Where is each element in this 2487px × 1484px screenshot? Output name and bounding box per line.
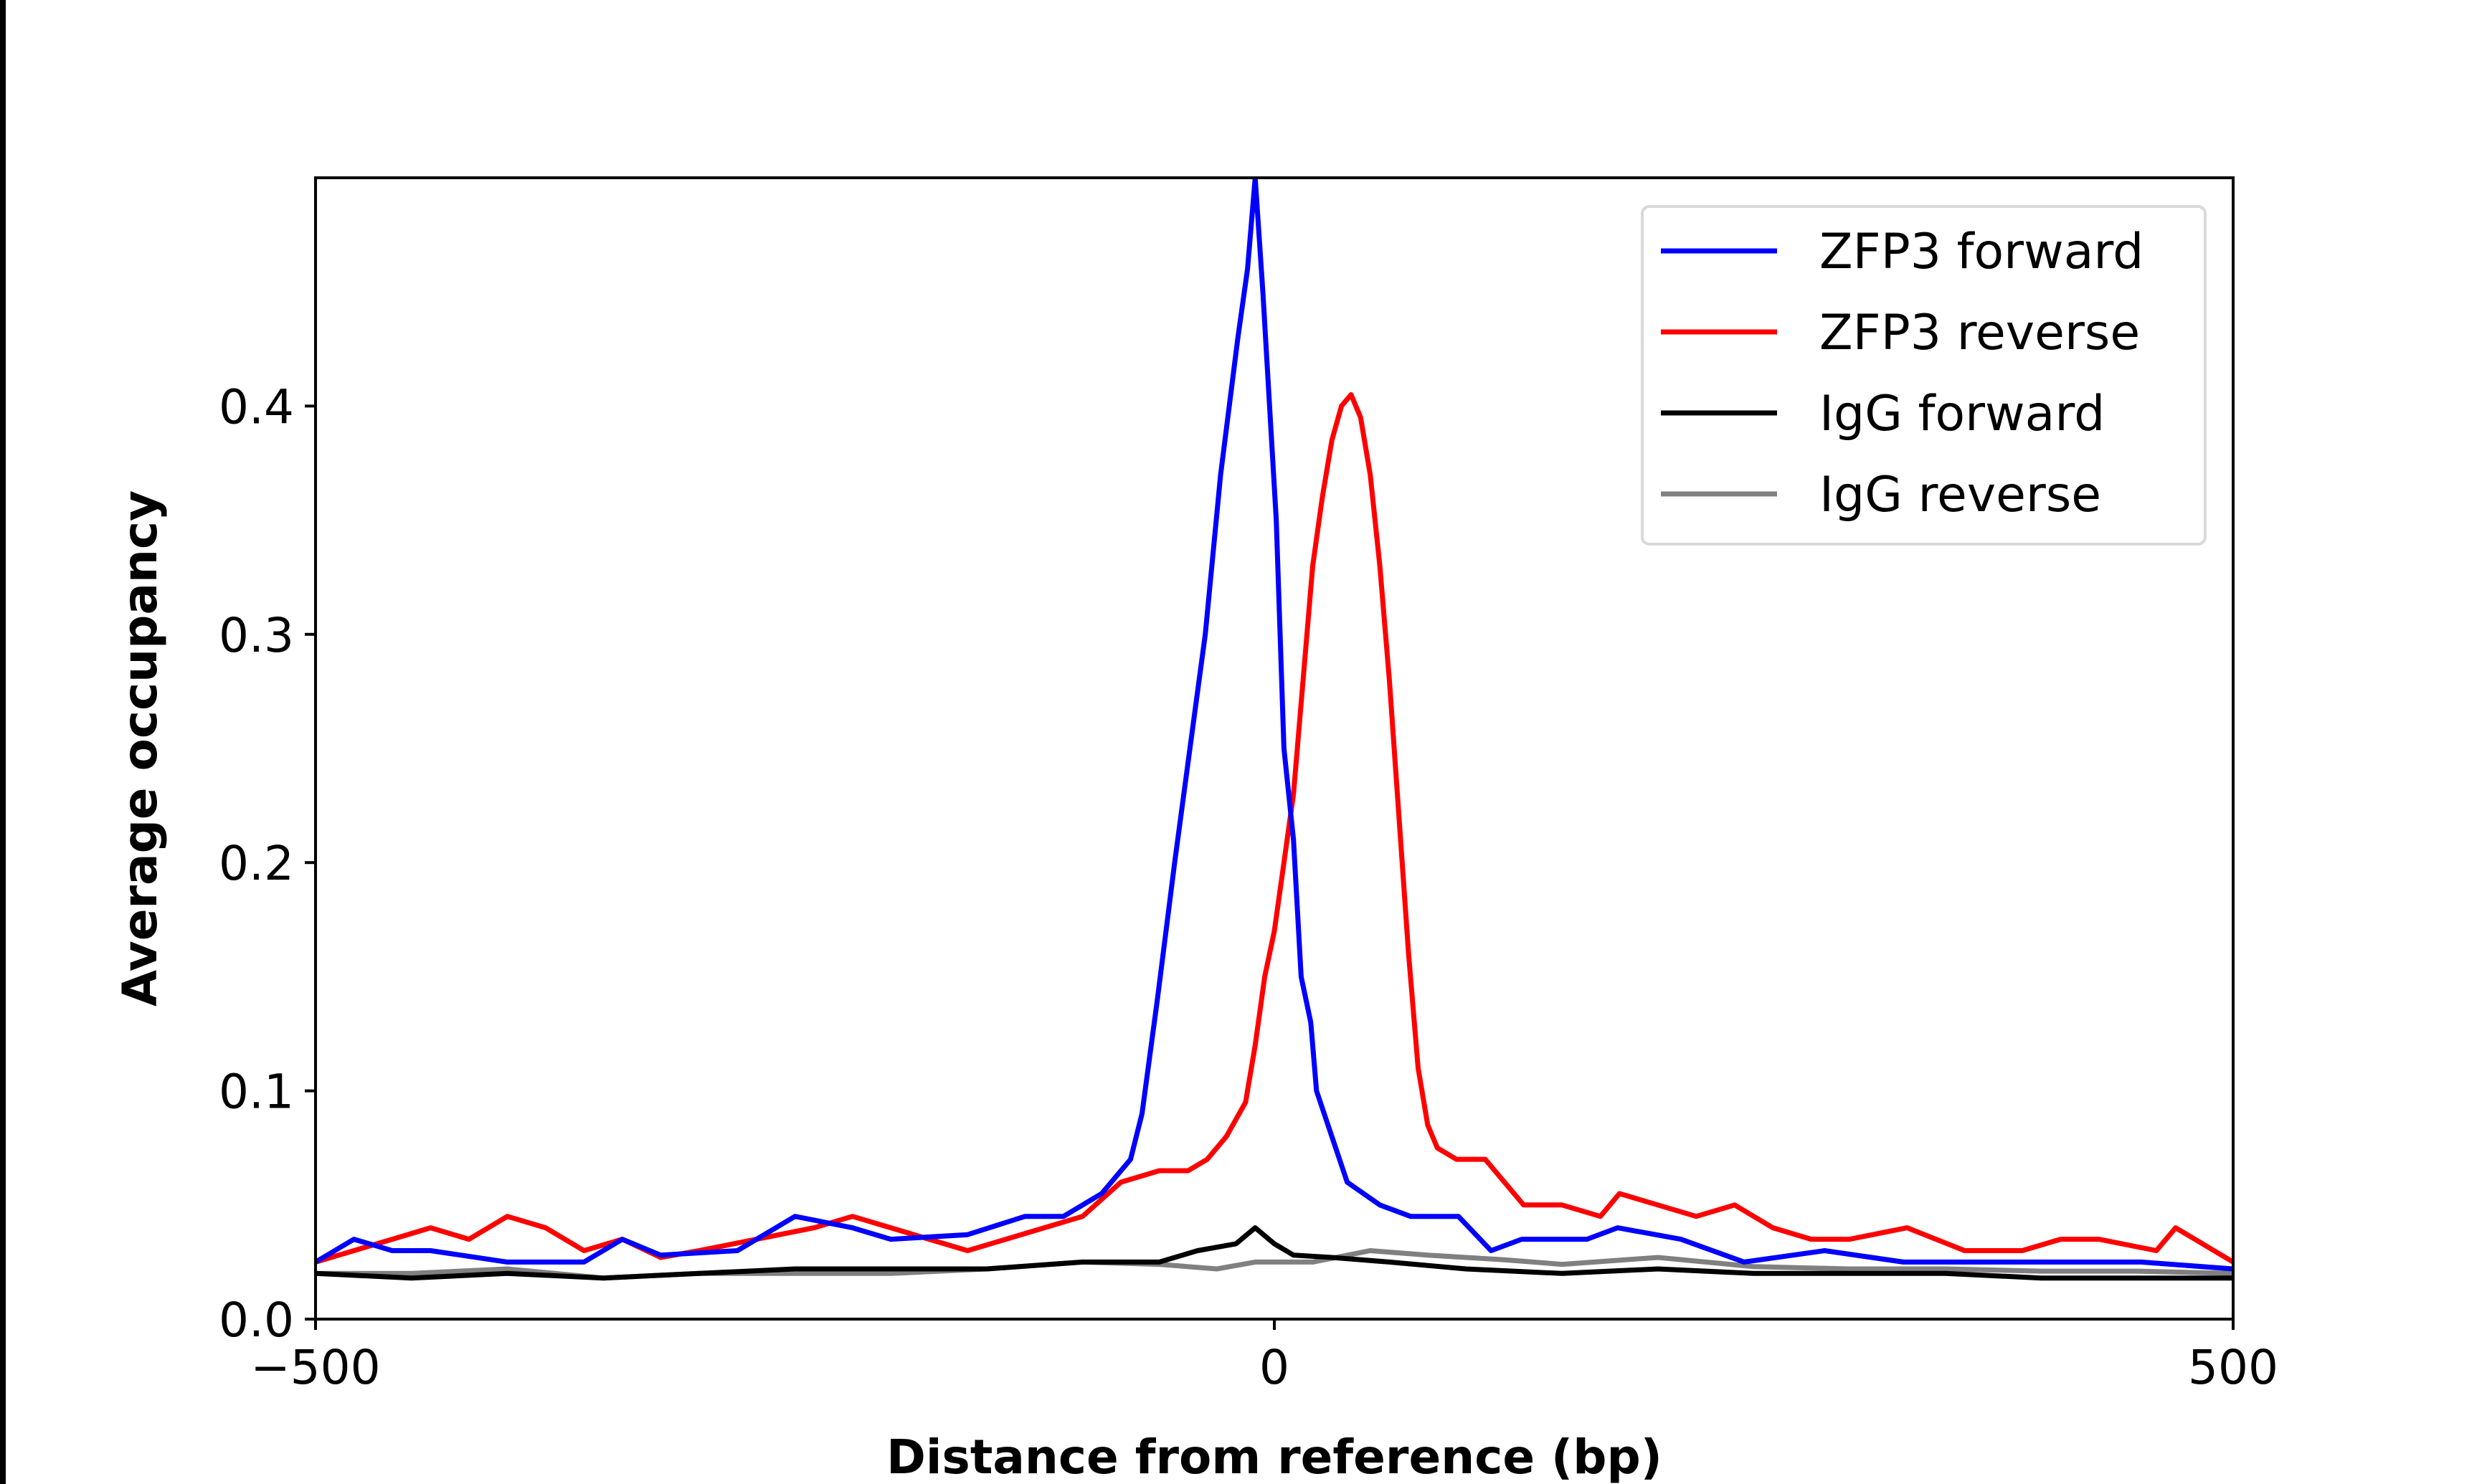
series-lines [316,178,2233,1281]
legend: ZFP3 forward ZFP3 reverse IgG forward IgG r… [1641,205,2207,546]
legend-label: IgG reverse [1819,467,2101,523]
y-tick-label: 0.0 [219,1293,294,1348]
x-tick-label: 0 [1259,1340,1289,1395]
x-axis-label: Distance from reference (bp) [886,1430,1662,1484]
y-tick-label: 0.3 [219,608,294,663]
x-tick-label: −500 [250,1340,380,1395]
series-line-2 [316,1225,2233,1281]
legend-label: ZFP3 forward [1819,224,2143,280]
y-axis-label: Average occupancy [113,490,168,1007]
legend-box [1641,205,2207,546]
ticks: −500 0 500 0.0 0.1 0.2 0.3 0.4 [219,379,2278,1395]
legend-label: ZFP3 reverse [1819,305,2140,361]
y-tick-label: 0.4 [219,379,294,434]
x-tick-label: 500 [2188,1340,2278,1395]
series-line-1 [316,392,2233,1265]
y-tick-label: 0.2 [219,836,294,891]
left-border [0,0,6,1484]
y-tick-label: 0.1 [219,1065,294,1120]
legend-label: IgG forward [1819,386,2105,442]
series-line-0 [316,178,2233,1272]
